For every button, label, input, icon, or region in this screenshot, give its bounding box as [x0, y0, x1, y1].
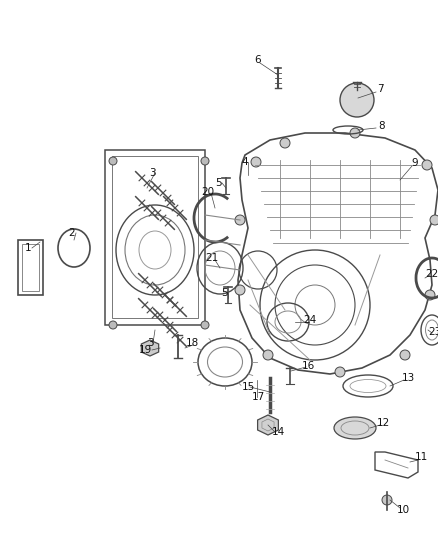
Text: 21: 21	[205, 253, 219, 263]
Circle shape	[251, 157, 261, 167]
Text: 1: 1	[25, 243, 31, 253]
Text: 3: 3	[147, 338, 153, 348]
Text: 13: 13	[401, 373, 415, 383]
Polygon shape	[258, 415, 279, 435]
Circle shape	[340, 83, 374, 117]
Text: 2: 2	[69, 228, 75, 238]
Circle shape	[335, 367, 345, 377]
Circle shape	[109, 157, 117, 165]
Text: 3: 3	[148, 168, 155, 178]
Circle shape	[201, 157, 209, 165]
Text: 18: 18	[185, 338, 198, 348]
Circle shape	[109, 321, 117, 329]
Circle shape	[425, 290, 435, 300]
Text: 14: 14	[272, 427, 285, 437]
Circle shape	[422, 160, 432, 170]
Bar	[112, 156, 198, 318]
Text: 11: 11	[414, 452, 427, 462]
Text: 15: 15	[241, 382, 254, 392]
Text: 4: 4	[242, 157, 248, 167]
Text: 12: 12	[376, 418, 390, 428]
Circle shape	[382, 495, 392, 505]
Text: 5: 5	[222, 288, 228, 298]
Circle shape	[430, 215, 438, 225]
Bar	[22, 244, 39, 291]
Text: 17: 17	[251, 392, 265, 402]
Text: 7: 7	[377, 84, 383, 94]
Text: 19: 19	[138, 345, 152, 355]
Circle shape	[201, 321, 209, 329]
Bar	[18, 240, 43, 295]
Text: 6: 6	[254, 55, 261, 65]
Ellipse shape	[334, 417, 376, 439]
Text: 24: 24	[304, 315, 317, 325]
Polygon shape	[141, 340, 159, 356]
Circle shape	[235, 215, 245, 225]
Text: 20: 20	[201, 187, 215, 197]
Text: 8: 8	[379, 121, 385, 131]
Text: 16: 16	[301, 361, 314, 371]
Text: 9: 9	[412, 158, 418, 168]
Circle shape	[235, 285, 245, 295]
Circle shape	[263, 350, 273, 360]
Bar	[105, 150, 205, 325]
Circle shape	[400, 350, 410, 360]
Circle shape	[350, 128, 360, 138]
Circle shape	[280, 138, 290, 148]
Text: 5: 5	[215, 178, 221, 188]
Text: 23: 23	[428, 327, 438, 337]
Text: 10: 10	[396, 505, 410, 515]
Text: 22: 22	[425, 269, 438, 279]
